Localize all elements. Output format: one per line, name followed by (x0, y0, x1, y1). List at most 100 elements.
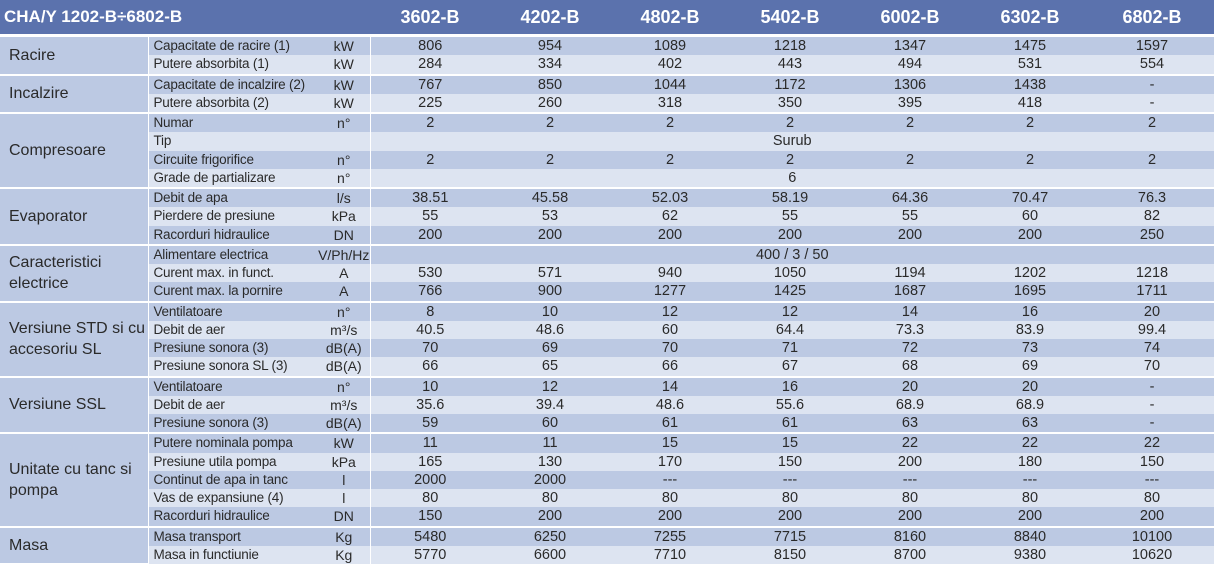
section-label: Racire (0, 34, 149, 76)
value-cell: 83.9 (970, 320, 1090, 339)
value-cell: 200 (730, 225, 850, 245)
value-cell: 76.3 (1090, 186, 1214, 208)
value-cell: 200 (850, 452, 970, 471)
value-cell: 60 (970, 207, 1090, 226)
value-cell: 2 (610, 150, 730, 169)
value-cell: 150 (1090, 452, 1214, 471)
value-cell: 5770 (370, 545, 490, 564)
value-cell: 8 (370, 300, 490, 321)
value-cell: 494 (850, 55, 970, 75)
table-row: Curent max. la pornire A 766 900 1277 1425 168… (0, 282, 1214, 302)
row-unit: kPa (318, 207, 371, 226)
value-cell: 66 (610, 357, 730, 377)
value-cell: 940 (610, 264, 730, 283)
row-unit: l (318, 470, 371, 489)
row-label: Curent max. la pornire (148, 282, 318, 302)
table-row: Incalzire Capacitate de incalzire (2) kW 76… (0, 73, 1214, 114)
value-cell: --- (730, 470, 850, 489)
value-cell: 402 (610, 55, 730, 75)
row-unit: DN (318, 507, 371, 527)
value-cell: 63 (850, 414, 970, 434)
value-cell: - (1090, 414, 1214, 434)
value-cell: 1687 (850, 282, 970, 302)
value-cell: 20 (970, 375, 1090, 396)
value-cell: --- (610, 470, 730, 489)
row-unit: kW (318, 34, 371, 56)
value-cell: 200 (850, 507, 970, 527)
value-cell: --- (1090, 470, 1214, 489)
table-row: Compresoare Numar n° 2 2 2 2 2 2 2 (0, 111, 1214, 189)
row-label: Pierdere de presiune (148, 207, 318, 226)
value-cell: 68 (850, 357, 970, 377)
value-cell: - (1090, 395, 1214, 414)
value-cell: 48.6 (610, 395, 730, 414)
value-cell: 70.47 (970, 186, 1090, 208)
row-label: Masa in functiunie (148, 545, 318, 564)
row-unit: m³/s (318, 395, 371, 414)
row-unit: l (318, 489, 371, 508)
section-label: Evaporator (0, 187, 149, 246)
row-label: Putere absorbita (1) (148, 55, 318, 75)
row-unit: kW (318, 73, 371, 94)
value-cell: 70 (610, 339, 730, 358)
header-row: CHA/Y 1202-B÷6802-B 3602-B 4202-B 4802-B… (0, 0, 1214, 37)
value-cell: 45.58 (490, 186, 610, 208)
table-row: Masa Masa transport Kg 5480 6250 7255 7715 8160… (0, 525, 1214, 565)
row-unit: DN (318, 225, 371, 245)
value-cell: 11 (490, 432, 610, 453)
table-row: Presiune sonora SL (3) dB(A) 66 65 66 67 68 69 7… (0, 357, 1214, 377)
value-cell: 5480 (370, 525, 490, 546)
value-cell: 70 (370, 339, 490, 358)
value-cell: 1194 (850, 264, 970, 283)
table-row: Evaporator Debit de apa l/s 38.51 45.58 52.03… (0, 186, 1214, 246)
value-cell: 350 (730, 93, 850, 113)
value-cell: 59 (370, 414, 490, 434)
row-unit: kW (318, 432, 371, 453)
row-label: Ventilatoare (148, 300, 318, 321)
row-label: Debit de aer (148, 320, 318, 339)
table-row: Versiune SSL Ventilatoare n° 10 12 14 16 20 20- (0, 375, 1214, 435)
value-cell: 2 (1090, 111, 1214, 133)
value-cell: 554 (1090, 55, 1214, 75)
value-cell: 443 (730, 55, 850, 75)
value-cell: 16 (970, 300, 1090, 321)
row-label: Capacitate de incalzire (2) (148, 73, 318, 94)
value-cell: 55 (370, 207, 490, 226)
row-unit: kW (318, 55, 371, 75)
value-cell: 63 (970, 414, 1090, 434)
value-cell: 395 (850, 93, 970, 113)
value-cell: 60 (490, 414, 610, 434)
section-label: Incalzire (0, 73, 149, 114)
row-unit: kPa (318, 452, 371, 471)
value-cell: 22 (850, 432, 970, 453)
value-cell: 954 (490, 34, 610, 56)
value-cell: 12 (490, 375, 610, 396)
table-row: Putere absorbita (2) kW 225 260 318 350 395 418… (0, 93, 1214, 113)
value-cell: 73.3 (850, 320, 970, 339)
value-cell: 200 (610, 507, 730, 527)
table-row: Versiune STD si cu accesoriu SL Ventilato… (0, 300, 1214, 378)
row-unit: A (318, 264, 371, 283)
value-cell: 70 (1090, 357, 1214, 377)
row-label: Continut de apa in tanc (148, 470, 318, 489)
row-label: Debit de aer (148, 395, 318, 414)
row-unit: Kg (318, 525, 371, 546)
value-cell: 71 (730, 339, 850, 358)
value-cell: 68.9 (970, 395, 1090, 414)
row-unit: m³/s (318, 320, 371, 339)
value-cell: 1218 (1090, 264, 1214, 283)
table-row: Pierdere de presiune kPa 55 53 62 55 55 60 82 (0, 207, 1214, 226)
table-title: CHA/Y 1202-B÷6802-B (0, 0, 370, 37)
value-cell: 80 (1090, 489, 1214, 508)
row-unit: n° (318, 375, 371, 396)
value-cell: 165 (370, 452, 490, 471)
spanned-value-cell: 400 / 3 / 50 (370, 243, 1214, 264)
table-row: Vas de expansiune (4) l 80 80 80 80 80 80 80 (0, 489, 1214, 508)
table-row: Presiune sonora (3) dB(A) 59 60 61 61 63 63- (0, 414, 1214, 434)
value-cell: 10100 (1090, 525, 1214, 546)
row-label: Putere absorbita (2) (148, 93, 318, 113)
table-row: Masa in functiunie Kg 5770 6600 7710 8150 8700… (0, 545, 1214, 564)
value-cell: 53 (490, 207, 610, 226)
value-cell: 65 (490, 357, 610, 377)
